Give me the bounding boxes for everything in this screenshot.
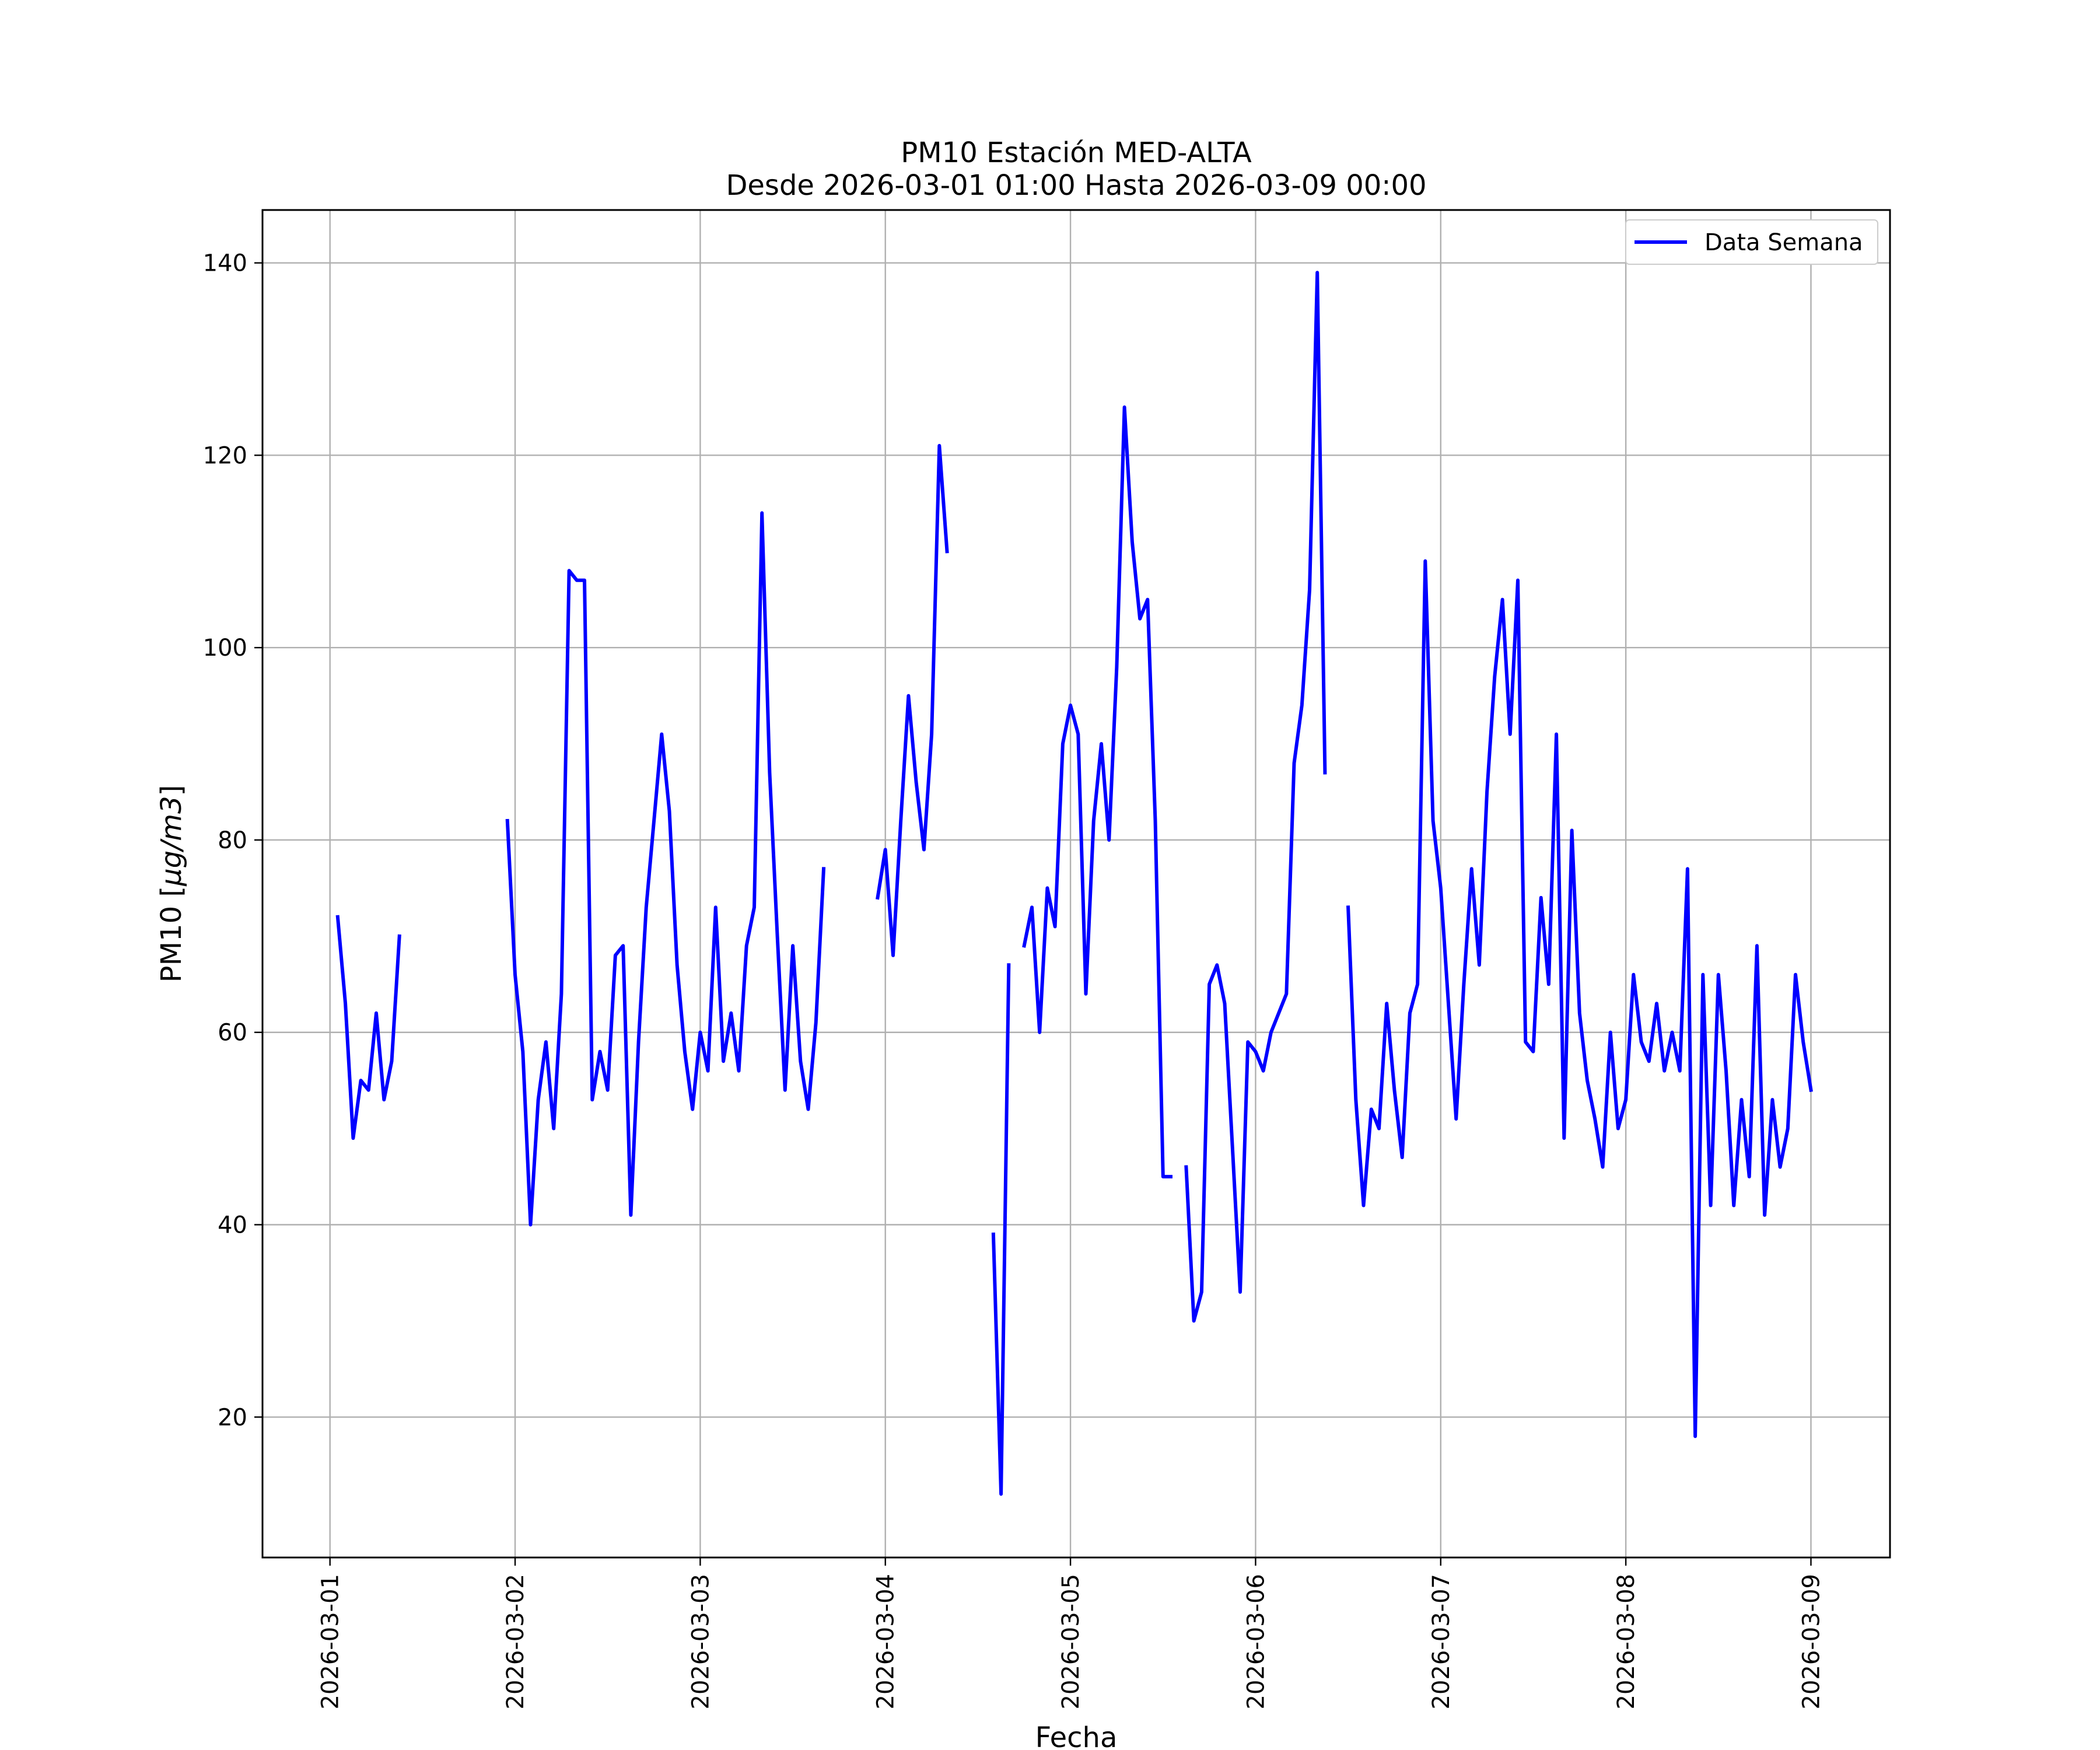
y-axis-label-text: PM10 [ [155, 886, 188, 982]
x-tick-label: 2026-03-01 [317, 1574, 344, 1709]
series-line-segment [991, 963, 1011, 1496]
ticks: 2026-03-01 2026-03-02 2026-03-03 2026-03-04… [203, 250, 1825, 1710]
x-tick-label: 2026-03-09 [1798, 1574, 1825, 1709]
x-tick-label: 2026-03-05 [1058, 1574, 1084, 1709]
legend-label: Data Semana [1704, 229, 1863, 256]
plot-area [262, 210, 1890, 1558]
legend: Data Semana [1625, 219, 1878, 265]
series-line-segment [1346, 559, 1813, 1438]
x-tick-label: 2026-03-07 [1428, 1574, 1455, 1709]
series-line-segment [505, 511, 826, 1227]
y-axis-label-unit: μg/m3 [155, 796, 188, 886]
y-tick-label: 60 [218, 1020, 247, 1046]
legend-box [1625, 219, 1878, 265]
x-axis-label: Fecha [1035, 1721, 1118, 1750]
y-axis-label: PM10 [μg/m3] [155, 785, 188, 983]
series-line-segment [876, 444, 949, 957]
x-tick-label: 2026-03-08 [1613, 1574, 1640, 1709]
chart-subtitle: Desde 2026-03-01 01:00 Hasta 2026-03-09 … [726, 169, 1426, 202]
series-line-segment [1022, 405, 1172, 1179]
y-tick-label: 40 [218, 1212, 247, 1239]
x-tick-label: 2026-03-03 [687, 1574, 714, 1709]
x-tick-label: 2026-03-04 [873, 1574, 900, 1709]
grid [262, 210, 1890, 1558]
chart-title: PM10 Estación MED-ALTA [901, 136, 1252, 169]
series-layer [335, 271, 1813, 1496]
y-tick-label: 140 [203, 250, 247, 277]
y-tick-label: 100 [203, 635, 247, 662]
x-tick-label: 2026-03-02 [502, 1574, 529, 1709]
y-axis-label-close: ] [155, 785, 188, 796]
y-tick-label: 80 [218, 827, 247, 854]
series-line-segment [335, 915, 401, 1140]
x-tick-label: 2026-03-06 [1242, 1574, 1269, 1709]
y-tick-label: 120 [203, 442, 247, 469]
y-tick-label: 20 [218, 1404, 247, 1431]
series-line-segment [1184, 271, 1327, 1323]
plot-frame [261, 209, 1891, 1559]
